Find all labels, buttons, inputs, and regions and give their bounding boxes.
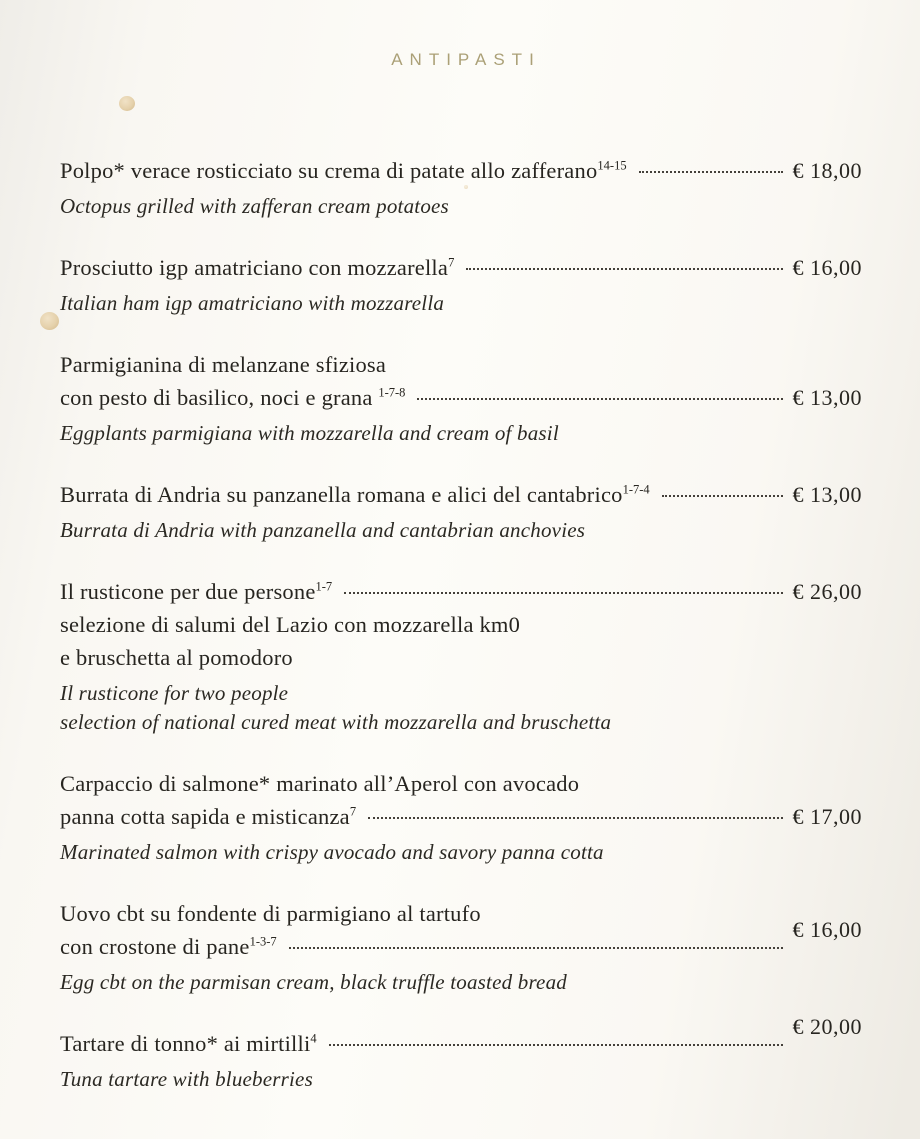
dish-name-it: Parmigianina di melanzane sfiziosa <box>60 352 387 377</box>
menu-item-rusticone: Il rusticone per due persone1-7 € 26,00 … <box>60 575 862 737</box>
dish-name-it: selezione di salumi del Lazio con mozzar… <box>60 612 521 637</box>
dish-line: Burrata di Andria su panzanella romana e… <box>60 478 862 511</box>
dish-name-text: Polpo* verace rosticciato su crema di pa… <box>60 158 598 183</box>
dish-name-text: con pesto di basilico, noci e grana <box>60 385 379 410</box>
menu-item-prosciutto: Prosciutto igp amatriciano con mozzarell… <box>60 251 862 318</box>
allergen-codes: 1-7 <box>315 579 333 594</box>
menu-item-burrata: Burrata di Andria su panzanella romana e… <box>60 478 862 545</box>
dish-name-it: con crostone di pane1-3-7 <box>60 930 277 963</box>
dish-name-text: Tartare di tonno* ai mirtilli <box>60 1031 311 1056</box>
paper-speck <box>464 185 468 189</box>
dish-line: Parmigianina di melanzane sfiziosa <box>60 348 862 381</box>
dish-line: Polpo* verace rosticciato su crema di pa… <box>60 154 862 187</box>
dish-price: € 17,00 <box>792 804 862 829</box>
menu-item-tartare: Tartare di tonno* ai mirtilli4 € 20,00 T… <box>60 1014 862 1094</box>
dish-name-en: Italian ham igp amatriciano with mozzare… <box>60 291 445 315</box>
dish-name-it: panna cotta sapida e misticanza7 <box>60 800 356 833</box>
dish-name-en: Marinated salmon with crispy avocado and… <box>60 840 604 864</box>
dish-line: Tartare di tonno* ai mirtilli4 € 20,00 <box>60 1014 862 1060</box>
dish-name-it: Tartare di tonno* ai mirtilli4 <box>60 1027 317 1060</box>
menu-item-polpo: Polpo* verace rosticciato su crema di pa… <box>60 154 862 221</box>
dish-price: € 26,00 <box>792 579 862 604</box>
dish-price: € 16,00 <box>792 255 862 280</box>
dish-name-text: con crostone di pane <box>60 934 250 959</box>
menu-section-title: ANTIPASTI <box>391 50 541 69</box>
dotted-leader <box>288 947 783 949</box>
dish-line: con crostone di pane1-3-7 € 16,00 <box>60 917 862 963</box>
dish-name-it: e bruschetta al pomodoro <box>60 645 293 670</box>
allergen-codes: 4 <box>310 1031 317 1046</box>
dotted-leader <box>466 268 783 270</box>
dish-name-it: Burrata di Andria su panzanella romana e… <box>60 478 650 511</box>
dish-price: € 13,00 <box>792 482 862 507</box>
dish-name-en: Tuna tartare with blueberries <box>60 1067 313 1091</box>
dish-line: Carpaccio di salmone* marinato all’Apero… <box>60 767 862 800</box>
dish-name-en: Eggplants parmigiana with mozzarella and… <box>60 421 559 445</box>
dish-line: Il rusticone per due persone1-7 € 26,00 <box>60 575 862 608</box>
dish-price: € 16,00 <box>792 917 862 942</box>
menu-item-parmigianina: Parmigianina di melanzane sfiziosa con p… <box>60 348 862 448</box>
paper-speck <box>119 96 135 111</box>
dish-name-en: Burrata di Andria with panzanella and ca… <box>60 518 586 542</box>
dish-name-text: Burrata di Andria su panzanella romana e… <box>60 482 623 507</box>
dotted-leader <box>328 1044 783 1046</box>
dish-price: € 18,00 <box>792 158 862 183</box>
dish-name-it: Il rusticone per due persone1-7 <box>60 575 332 608</box>
dotted-leader <box>661 495 783 497</box>
dish-name-text: panna cotta sapida e misticanza <box>60 804 350 829</box>
dish-line: Uovo cbt su fondente di parmigiano al ta… <box>60 897 862 930</box>
dish-name-en: Egg cbt on the parmisan cream, black tru… <box>60 970 567 994</box>
menu-item-carpaccio: Carpaccio di salmone* marinato all’Apero… <box>60 767 862 867</box>
dotted-leader <box>638 171 783 173</box>
dish-line: e bruschetta al pomodoro <box>60 641 862 674</box>
dish-price: € 13,00 <box>792 385 862 410</box>
allergen-codes: 1-3-7 <box>249 934 277 949</box>
allergen-codes: 14-15 <box>597 158 627 173</box>
dish-line: selezione di salumi del Lazio con mozzar… <box>60 608 862 641</box>
dish-name-en-line: selection of national cured meat with mo… <box>60 710 612 734</box>
paper-speck <box>40 312 59 330</box>
dish-name-it: Polpo* verace rosticciato su crema di pa… <box>60 154 627 187</box>
dish-line: panna cotta sapida e misticanza7 € 17,00 <box>60 800 862 833</box>
dish-name-en-line: Il rusticone for two people <box>60 681 289 705</box>
dish-line: con pesto di basilico, noci e grana 1-7-… <box>60 381 862 414</box>
dish-name-en: Il rusticone for two people selection of… <box>60 679 862 737</box>
dish-name-text: Prosciutto igp amatriciano con mozzarell… <box>60 255 449 280</box>
dish-name-it: con pesto di basilico, noci e grana 1-7-… <box>60 381 405 414</box>
dotted-leader <box>368 817 783 819</box>
allergen-codes: 7 <box>448 255 455 270</box>
dish-line: Prosciutto igp amatriciano con mozzarell… <box>60 251 862 284</box>
dotted-leader <box>344 592 783 594</box>
allergen-codes: 7 <box>349 804 357 819</box>
dish-price: € 20,00 <box>792 1014 862 1039</box>
dish-name-it: Carpaccio di salmone* marinato all’Apero… <box>60 771 580 796</box>
dish-name-it: Uovo cbt su fondente di parmigiano al ta… <box>60 901 481 926</box>
allergen-codes: 1-7-4 <box>622 482 650 497</box>
menu-item-uovo: Uovo cbt su fondente di parmigiano al ta… <box>60 897 862 997</box>
dish-name-text: Il rusticone per due persone <box>60 579 316 604</box>
allergen-codes: 1-7-8 <box>378 385 406 400</box>
dish-name-en: Octopus grilled with zafferan cream pota… <box>60 194 449 218</box>
dotted-leader <box>417 398 783 400</box>
dish-name-it: Prosciutto igp amatriciano con mozzarell… <box>60 251 454 284</box>
